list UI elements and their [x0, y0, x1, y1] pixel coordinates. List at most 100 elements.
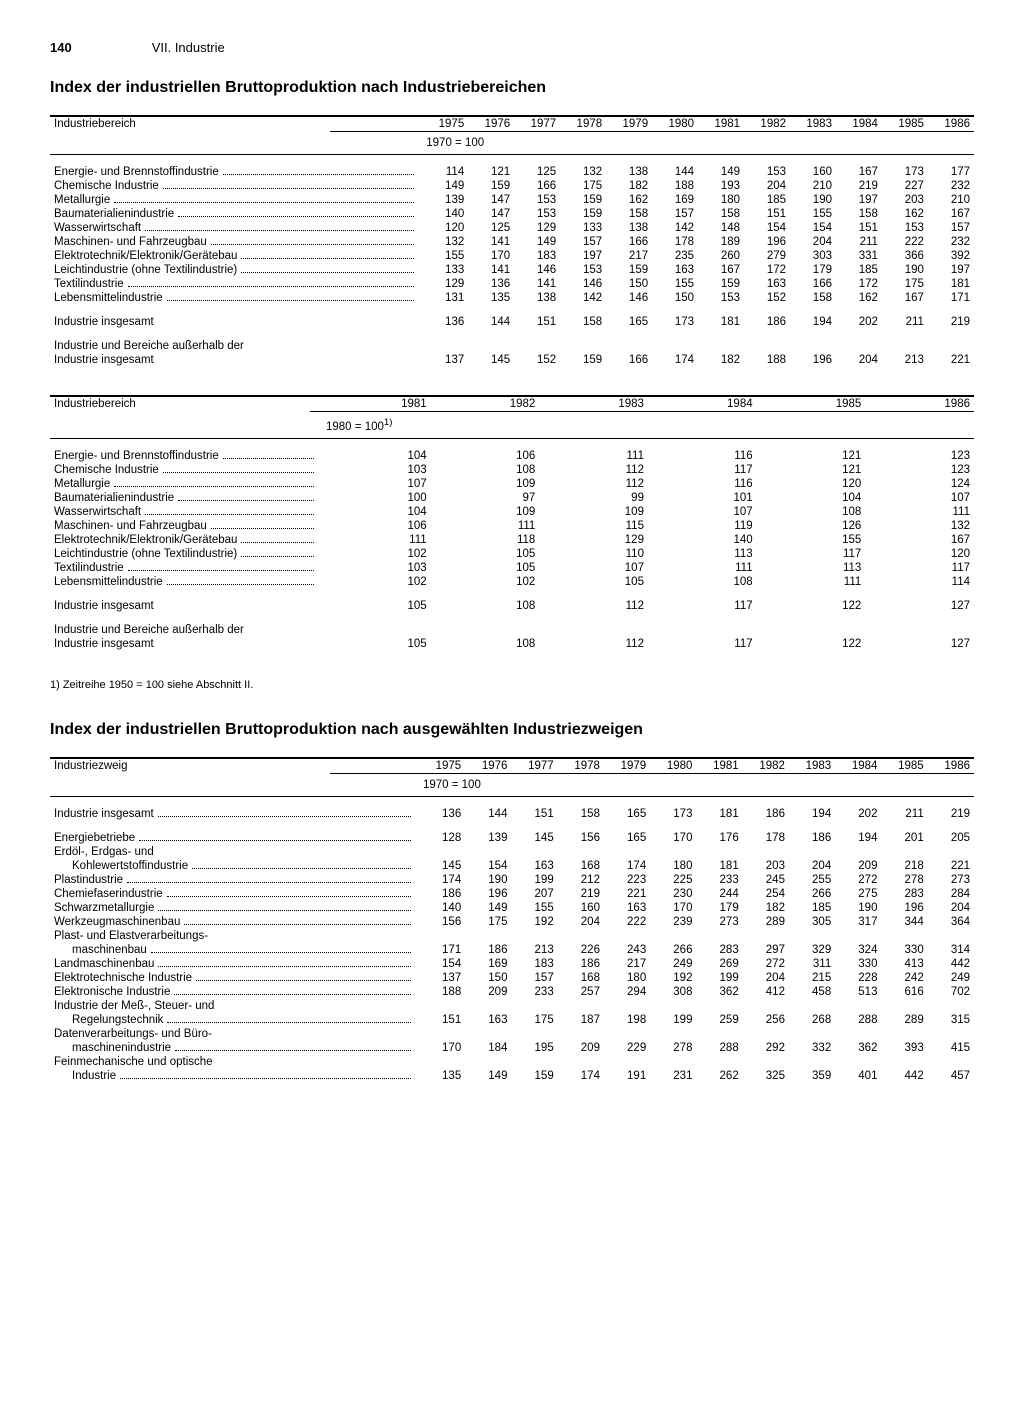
- cell: 243: [604, 943, 650, 957]
- cell: 110: [539, 547, 648, 561]
- row-label: Metallurgie: [50, 193, 422, 207]
- year: 1978: [558, 759, 604, 773]
- cell: 158: [836, 207, 882, 221]
- cell: 155: [790, 207, 836, 221]
- year: 1975: [419, 759, 465, 773]
- cell: 138: [606, 165, 652, 179]
- cell: 272: [743, 957, 789, 971]
- cell: [419, 1027, 465, 1041]
- year: 1980: [652, 117, 698, 131]
- title-2: Index der industriellen Bruttoproduktion…: [50, 721, 974, 739]
- year: 1983: [539, 397, 648, 411]
- cell: 194: [835, 831, 881, 845]
- year: 1978: [560, 117, 606, 131]
- cell: 162: [882, 207, 928, 221]
- cell: 163: [465, 1013, 511, 1027]
- cell: 168: [558, 971, 604, 985]
- cell: 166: [790, 277, 836, 291]
- cell: 163: [744, 277, 790, 291]
- total2-label2: Industrie insgesamt: [50, 353, 422, 367]
- cell: 169: [652, 193, 698, 207]
- cell: [650, 1027, 696, 1041]
- cell: 254: [743, 887, 789, 901]
- cell: [558, 845, 604, 859]
- cell: 155: [511, 901, 557, 915]
- cell: 185: [744, 193, 790, 207]
- cell: 167: [928, 207, 974, 221]
- page-header: 140 VII. Industrie: [50, 40, 974, 55]
- year: 1981: [322, 397, 431, 411]
- cell: 174: [604, 859, 650, 873]
- cell: 167: [698, 263, 744, 277]
- cell: 151: [836, 221, 882, 235]
- cell: [558, 999, 604, 1013]
- cell: 212: [558, 873, 604, 887]
- cell: 155: [757, 533, 866, 547]
- cell: 279: [744, 249, 790, 263]
- cell: 154: [465, 859, 511, 873]
- cell: 175: [511, 1013, 557, 1027]
- cell: [743, 1055, 789, 1069]
- cell: 120: [757, 477, 866, 491]
- cell: 173: [882, 165, 928, 179]
- cell: 233: [696, 873, 742, 887]
- cell: 168: [558, 859, 604, 873]
- col-header: Industriezweig: [50, 759, 419, 773]
- col-header: Industriebereich: [50, 117, 422, 131]
- cell: 190: [790, 193, 836, 207]
- cell: 150: [652, 291, 698, 305]
- row-label: Chemische Industrie: [50, 463, 322, 477]
- row-label: Textilindustrie: [50, 277, 422, 291]
- cell: 266: [650, 943, 696, 957]
- cell: [650, 1055, 696, 1069]
- total-label: Industrie insgesamt: [50, 315, 422, 329]
- cell: [881, 1055, 927, 1069]
- cell: 153: [698, 291, 744, 305]
- cell: 294: [604, 985, 650, 999]
- cell: 178: [652, 235, 698, 249]
- cell: 108: [648, 575, 757, 589]
- cell: 111: [865, 505, 974, 519]
- cell: 137: [419, 971, 465, 985]
- cell: [743, 845, 789, 859]
- cell: 273: [928, 873, 974, 887]
- cell: 138: [514, 291, 560, 305]
- table-row: Werkzeugmaschinenbau15617519220422223927…: [50, 915, 974, 929]
- cell: 154: [419, 957, 465, 971]
- row-label: Chemiefaserindustrie: [50, 887, 419, 901]
- cell: [604, 1055, 650, 1069]
- cell: 141: [468, 263, 514, 277]
- cell: 186: [789, 831, 835, 845]
- table-row: Energiebetriebe1281391451561651701761781…: [50, 831, 974, 845]
- table-row: Wasserwirtschaft104109109107108111: [50, 505, 974, 519]
- cell: 149: [465, 1069, 511, 1083]
- cell: 269: [696, 957, 742, 971]
- cell: 170: [650, 831, 696, 845]
- cell: 359: [789, 1069, 835, 1083]
- cell: 196: [744, 235, 790, 249]
- cell: 210: [790, 179, 836, 193]
- cell: 199: [696, 971, 742, 985]
- cell: 256: [743, 1013, 789, 1027]
- year: 1977: [514, 117, 560, 131]
- cell: 142: [652, 221, 698, 235]
- cell: 152: [744, 291, 790, 305]
- cell: 167: [882, 291, 928, 305]
- cell: 192: [511, 915, 557, 929]
- cell: 115: [539, 519, 648, 533]
- cell: 314: [928, 943, 974, 957]
- cell: [928, 999, 974, 1013]
- cell: 266: [789, 887, 835, 901]
- cell: 154: [744, 221, 790, 235]
- cell: [511, 845, 557, 859]
- cell: 702: [928, 985, 974, 999]
- cell: 118: [431, 533, 540, 547]
- cell: 174: [558, 1069, 604, 1083]
- cell: 148: [698, 221, 744, 235]
- cell: 289: [743, 915, 789, 929]
- cell: 167: [836, 165, 882, 179]
- cell: 211: [836, 235, 882, 249]
- cell: 204: [743, 971, 789, 985]
- cell: 183: [514, 249, 560, 263]
- table-row: Leichtindustrie (ohne Textilindustrie)10…: [50, 547, 974, 561]
